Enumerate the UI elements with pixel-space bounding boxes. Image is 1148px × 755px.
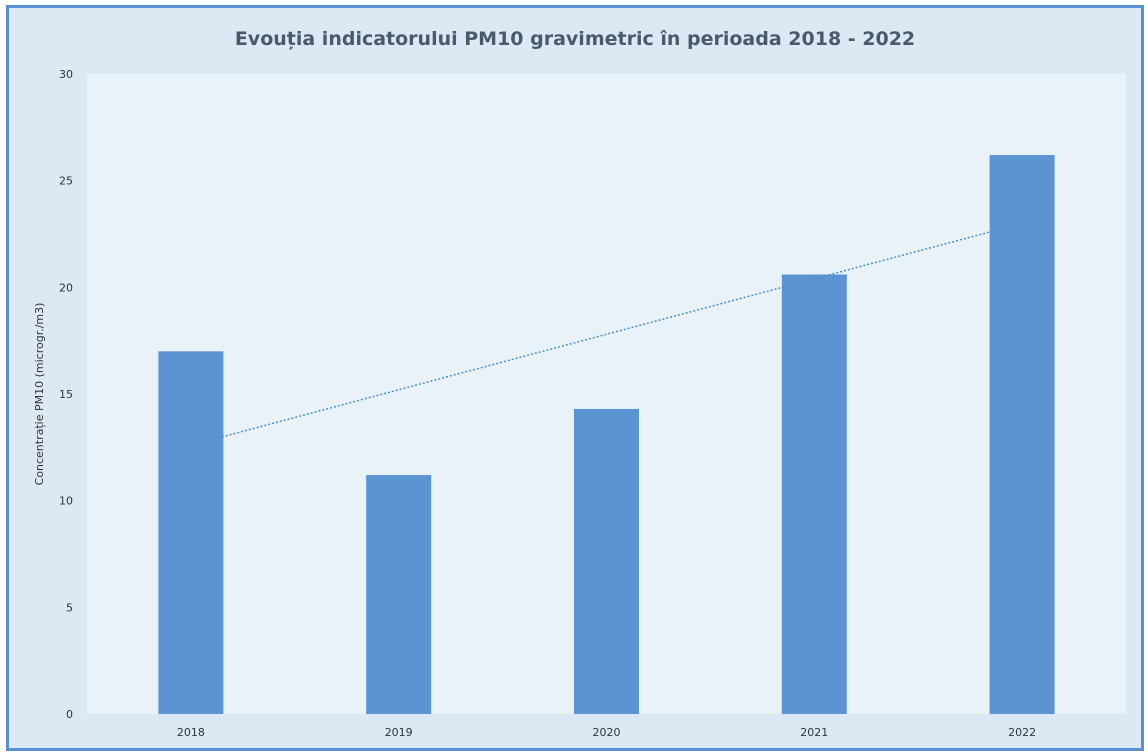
trendline — [190, 222, 1023, 446]
y-tick-label: 15 — [59, 388, 73, 401]
bar-2021 — [781, 274, 847, 714]
bar-2022 — [989, 155, 1055, 715]
y-tick-label: 10 — [59, 495, 73, 508]
y-axis-title: Concentrație PM10 (microgr./m3) — [33, 303, 46, 486]
chart-title: Evouția indicatorului PM10 gravimetric î… — [234, 28, 916, 50]
y-tick-label: 0 — [66, 708, 73, 721]
y-tick-label: 30 — [59, 68, 73, 81]
x-tick-label: 2019 — [385, 726, 413, 739]
x-tick-label: 2021 — [800, 726, 828, 739]
x-tick-label: 2020 — [593, 726, 621, 739]
y-tick-label: 25 — [59, 175, 73, 188]
y-tick-label: 20 — [59, 281, 73, 294]
x-tick-label: 2022 — [1008, 726, 1036, 739]
bar-chart: 0 5 10 15 20 25 30 Concentrație PM10 (microgr./… — [33, 68, 1126, 739]
x-tick-label: 2018 — [177, 726, 205, 739]
y-tick-label: 5 — [66, 601, 73, 614]
chart-frame: Evouția indicatorului PM10 gravimetric î… — [6, 5, 1144, 751]
bar-2018 — [158, 351, 224, 714]
bar-2019 — [366, 475, 432, 714]
bar-2020 — [574, 408, 639, 714]
